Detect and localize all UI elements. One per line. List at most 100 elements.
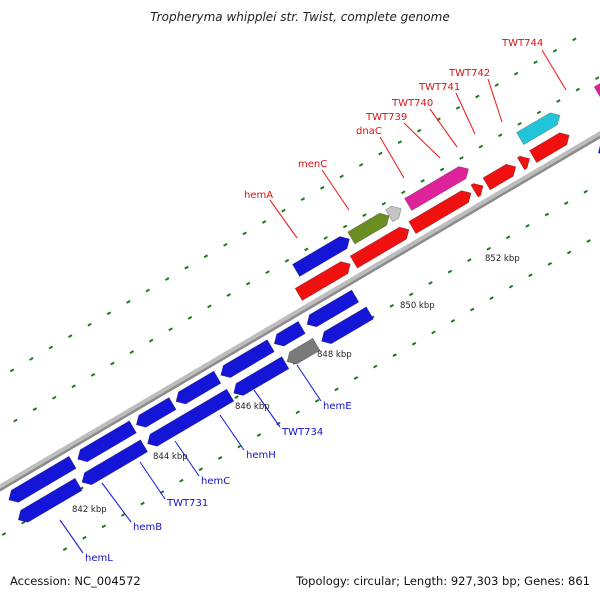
tick-mark (552, 48, 558, 53)
tick-mark (71, 384, 76, 389)
tick-mark (572, 37, 577, 42)
kbp-label-846: 846 kbp (235, 402, 270, 412)
gene-arrow (347, 212, 390, 245)
gene-label-TWT744[interactable]: TWT744 (501, 38, 543, 49)
tick-mark (140, 501, 145, 506)
label-leader-line (174, 440, 200, 477)
tick-mark (439, 167, 445, 172)
tick-mark (295, 410, 300, 415)
tick-mark (536, 110, 542, 115)
gene-arrow (81, 439, 149, 486)
tick-mark (420, 179, 425, 183)
tick-mark (256, 433, 262, 437)
gene-label-TWT742[interactable]: TWT742 (448, 68, 490, 79)
tick-mark (508, 284, 514, 289)
tick-mark (475, 94, 480, 99)
label-leader-line (296, 364, 322, 402)
tick-mark (431, 330, 436, 335)
tick-mark (547, 261, 553, 266)
tick-mark (52, 395, 57, 400)
tick-mark (261, 220, 267, 224)
tick-mark (411, 341, 417, 346)
gene-label-TWT741[interactable]: TWT741 (418, 82, 460, 93)
gene-label-TWT734[interactable]: TWT734 (281, 427, 323, 438)
gene-label-hemE[interactable]: hemE (323, 401, 352, 412)
label-leader-line (139, 461, 166, 500)
gene-arrow (135, 397, 177, 428)
gene-arrow (470, 183, 484, 198)
tick-mark (198, 467, 204, 472)
tick-mark (106, 311, 112, 316)
label-leader-line (379, 136, 405, 179)
tick-mark (381, 201, 387, 206)
tick-mark (334, 387, 339, 392)
tick-mark (497, 133, 503, 138)
tick-mark (397, 140, 403, 144)
gene-arrow (294, 261, 351, 301)
tick-mark (281, 208, 286, 213)
tick-mark (489, 296, 494, 300)
gene-arrows (8, 83, 600, 523)
label-leader-line (219, 414, 245, 451)
gene-label-TWT739[interactable]: TWT739 (365, 112, 407, 123)
gene-label-hemB[interactable]: hemB (133, 522, 162, 533)
tick-mark (276, 421, 281, 426)
gene-label-dnaC[interactable]: dnaC (356, 126, 382, 137)
tick-mark (459, 156, 464, 160)
tick-mark (207, 304, 212, 309)
tick-mark (373, 364, 378, 369)
gene-arrow (349, 226, 410, 269)
gene-label-TWT740[interactable]: TWT740 (391, 98, 433, 109)
label-leader-line (269, 199, 298, 239)
tick-mark (223, 242, 228, 247)
tick-mark (455, 105, 461, 110)
gene-label-hemA[interactable]: hemA (244, 190, 273, 201)
gene-label-menC[interactable]: menC (298, 159, 327, 170)
gene-arrow (17, 477, 83, 523)
kbp-label-842: 842 kbp (72, 505, 107, 515)
gene-label-hemC[interactable]: hemC (201, 476, 230, 487)
tick-mark (314, 398, 320, 403)
gene-label-TWT731[interactable]: TWT731 (166, 498, 208, 509)
tick-mark (226, 293, 231, 297)
gene-arrow (408, 190, 472, 235)
tick-mark (575, 87, 581, 92)
gene-arrow (175, 370, 222, 405)
tick-mark (594, 76, 600, 81)
tick-mark (1, 532, 7, 536)
tick-mark (486, 246, 491, 251)
gene-arrow (482, 163, 517, 191)
gene-arrow (147, 388, 235, 447)
gene-arrow (273, 320, 306, 347)
gene-arrow (321, 306, 374, 345)
tick-mark (470, 307, 475, 312)
tick-mark (528, 273, 533, 278)
tick-mark (586, 239, 591, 243)
map-title: Tropheryma whipplei str. Twist, complete… (150, 10, 450, 24)
gene-arrow (286, 337, 321, 365)
gene-arrow (529, 132, 570, 164)
gene-arrow (292, 236, 350, 277)
label-leader-line (541, 49, 567, 91)
gene-arrow (404, 166, 469, 211)
tick-mark (29, 357, 34, 361)
gene-arrow (385, 205, 402, 223)
tick-mark (234, 395, 239, 399)
tick-mark (9, 368, 15, 373)
tick-mark (67, 334, 73, 338)
tick-mark (494, 83, 500, 87)
label-leader-line (321, 169, 350, 211)
tick-mark (467, 258, 472, 263)
gene-label-hemH[interactable]: hemH (246, 450, 276, 461)
tick-mark (87, 322, 92, 327)
tick-mark (389, 303, 394, 308)
tick-mark (82, 535, 87, 540)
tick-mark (323, 236, 328, 240)
tick-mark (48, 345, 54, 350)
backbone-line (0, 131, 600, 492)
gene-label-hemL[interactable]: hemL (85, 553, 113, 564)
kbp-label-844: 844 kbp (153, 452, 188, 462)
tick-mark (564, 201, 569, 205)
